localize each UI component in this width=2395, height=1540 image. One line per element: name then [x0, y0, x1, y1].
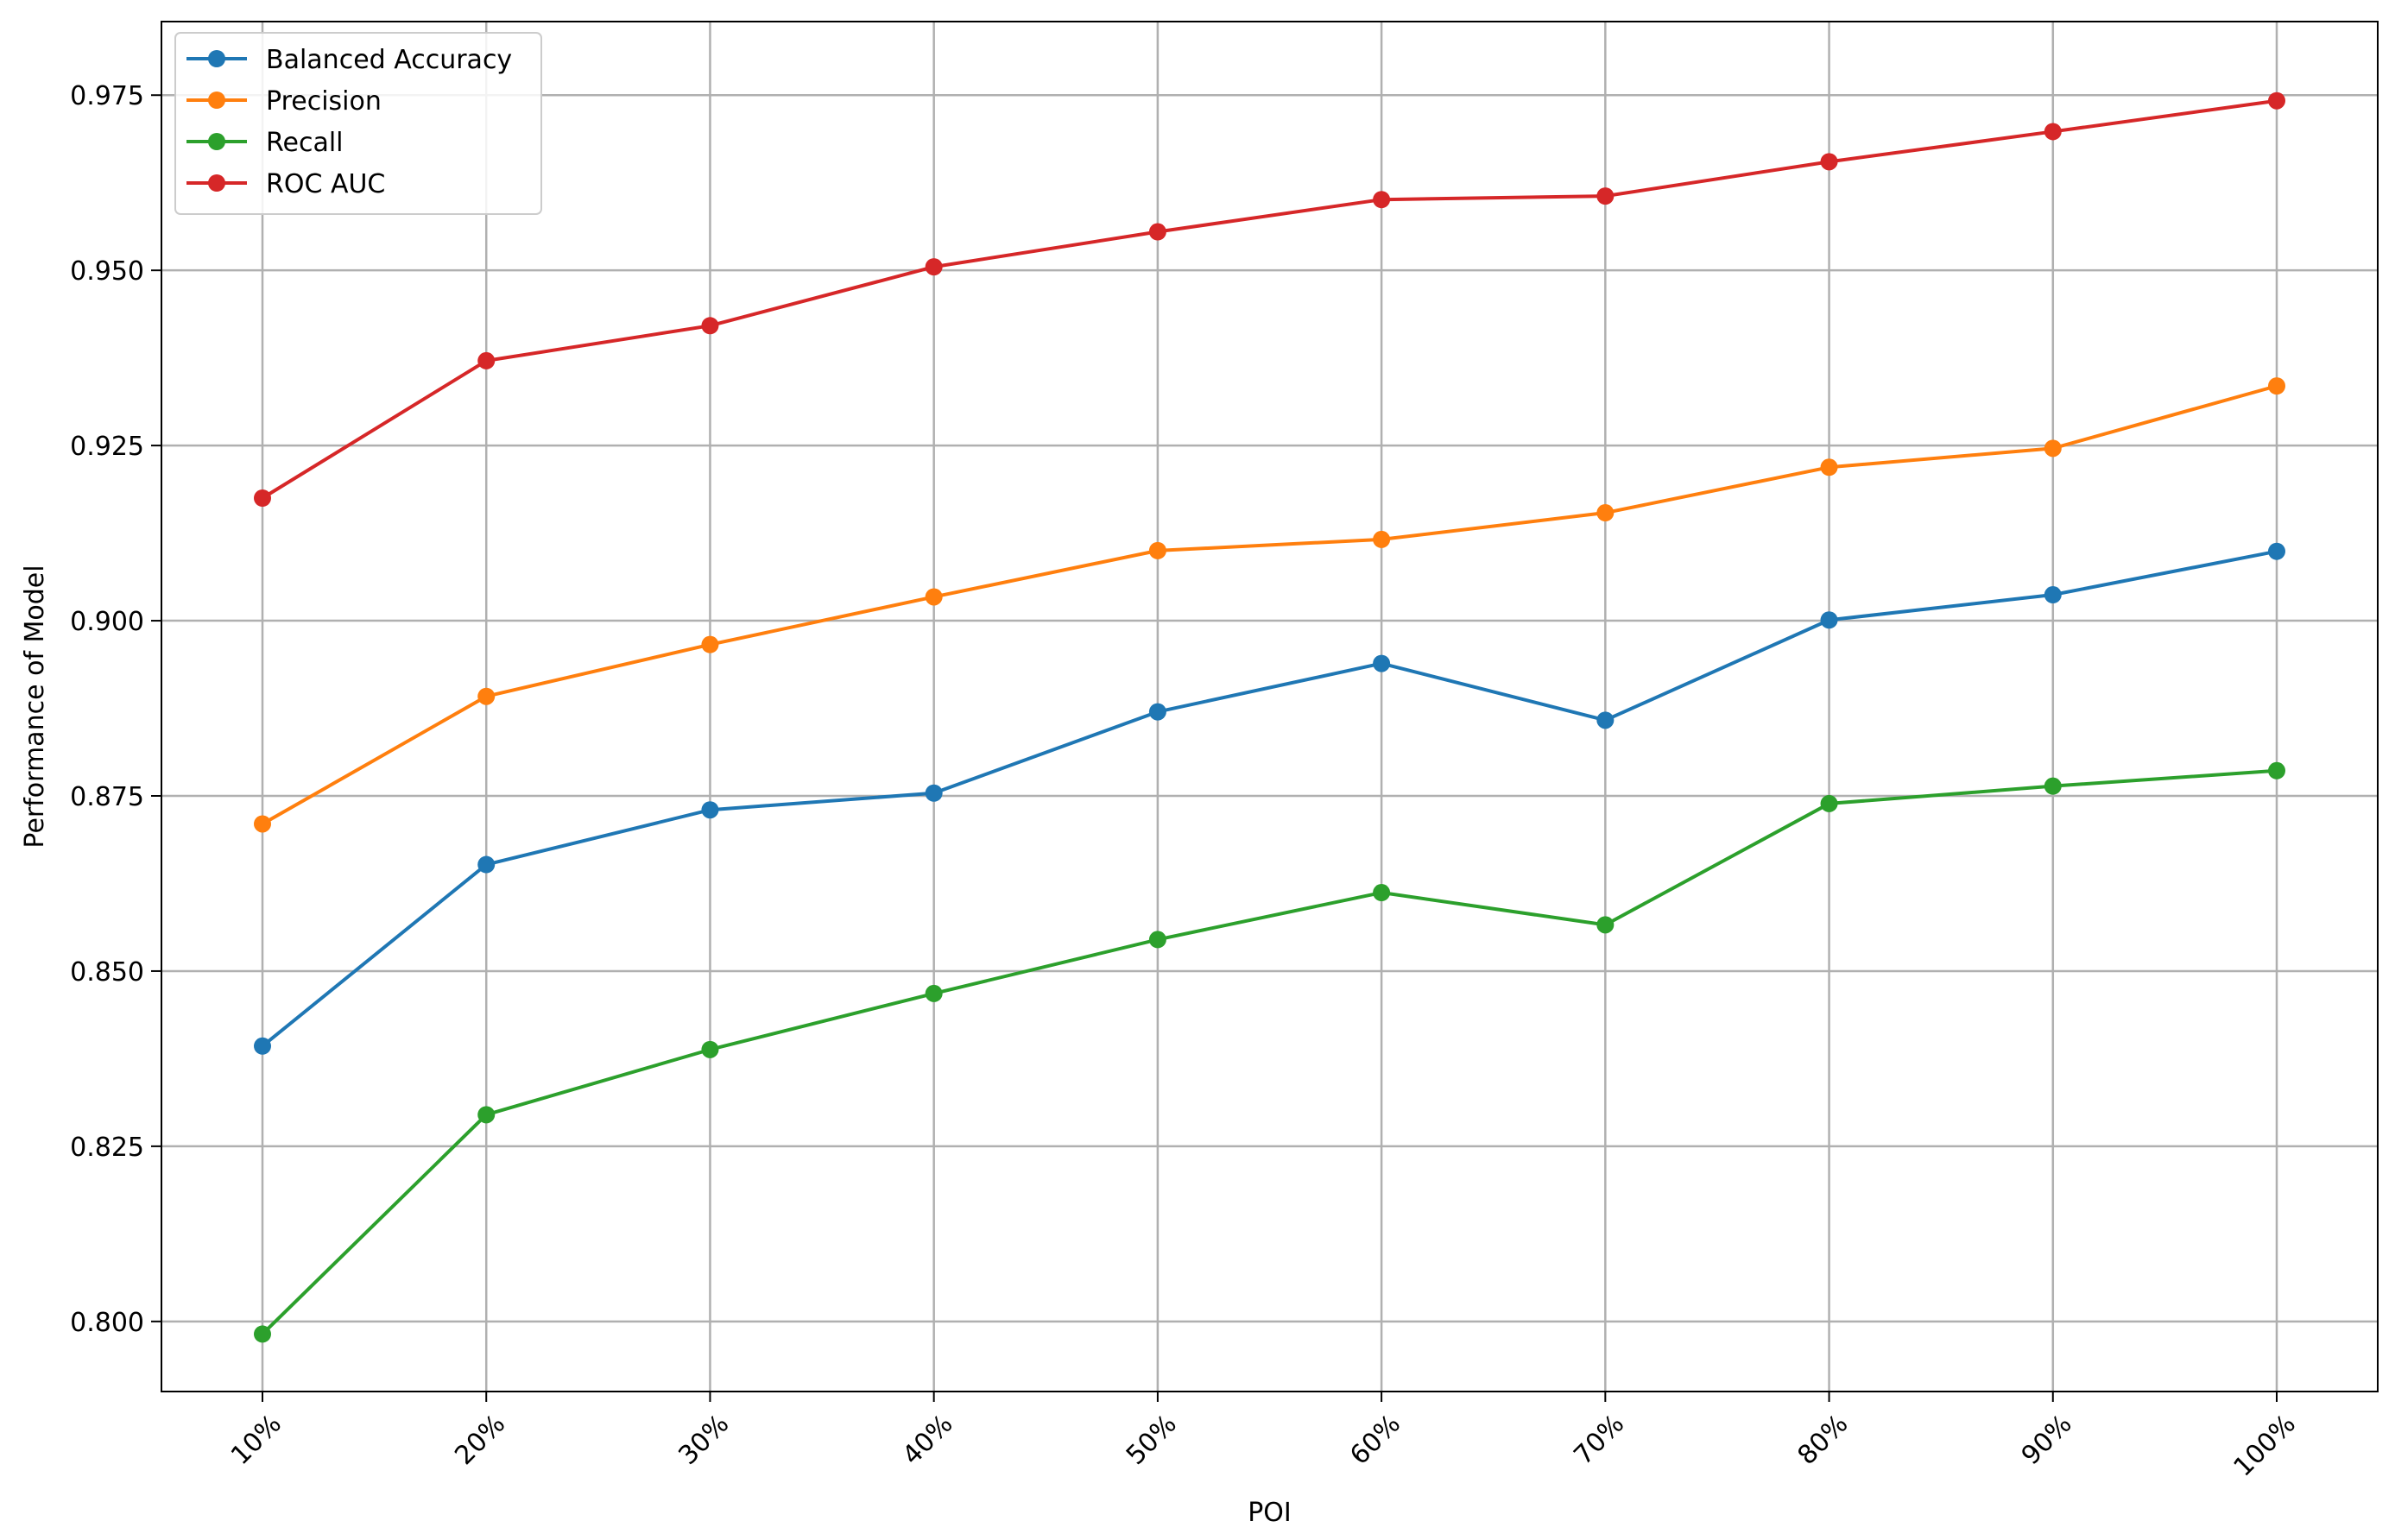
- data-point: [701, 1040, 719, 1058]
- x-tick-label: 90%: [2016, 1409, 2078, 1471]
- y-tick-label: 0.800: [70, 1308, 144, 1338]
- x-tick-label: 70%: [1568, 1409, 1630, 1471]
- y-tick-label: 0.950: [70, 256, 144, 287]
- data-point: [701, 317, 719, 335]
- data-point: [701, 635, 719, 653]
- data-point: [2268, 542, 2285, 560]
- series-precision: [254, 377, 2285, 833]
- legend-item: Precision: [186, 86, 382, 117]
- data-point: [2044, 439, 2062, 458]
- data-point: [477, 351, 496, 369]
- legend-label: Recall: [266, 128, 344, 158]
- y-tick-label: 0.925: [70, 432, 144, 462]
- x-tick-label: 30%: [673, 1409, 735, 1471]
- data-point: [1148, 541, 1166, 559]
- data-point: [477, 687, 496, 705]
- legend-item: Balanced Accuracy: [186, 45, 512, 75]
- x-tick-label: 60%: [1344, 1409, 1406, 1471]
- data-point: [1148, 931, 1166, 949]
- data-point: [254, 489, 271, 507]
- series-line: [262, 384, 2278, 826]
- data-point: [1373, 654, 1391, 672]
- data-point: [1373, 191, 1391, 209]
- series-recall: [254, 761, 2285, 1343]
- data-point: [1596, 187, 1615, 205]
- series-balanced-accuracy: [254, 542, 2285, 1055]
- data-point: [1373, 884, 1391, 902]
- series-line: [261, 768, 2278, 1335]
- data-point: [925, 258, 943, 276]
- data-point: [1596, 504, 1615, 522]
- legend-marker: [208, 50, 225, 67]
- data-point: [2268, 377, 2285, 395]
- data-point: [254, 815, 271, 833]
- data-point: [1148, 223, 1166, 241]
- y-tick-label: 0.975: [70, 81, 144, 111]
- data-point: [925, 588, 943, 606]
- legend-item: ROC AUC: [186, 169, 385, 199]
- y-axis-title: Performance of Model: [20, 565, 50, 848]
- legend-box: [174, 32, 542, 215]
- series-roc-auc: [254, 92, 2285, 507]
- data-point: [2268, 761, 2285, 779]
- data-point: [2268, 92, 2285, 110]
- data-point: [925, 784, 943, 802]
- data-point: [1148, 703, 1166, 721]
- x-tick-label: 20%: [449, 1409, 511, 1471]
- data-point: [925, 984, 943, 1002]
- data-point: [2044, 777, 2062, 795]
- data-point: [1820, 611, 1838, 629]
- data-point: [1596, 916, 1615, 934]
- legend-marker: [208, 92, 225, 109]
- data-point: [254, 1037, 271, 1055]
- data-point: [477, 855, 496, 874]
- x-tick-label: 100%: [2228, 1409, 2302, 1482]
- data-point: [1373, 530, 1391, 548]
- data-point: [254, 1325, 271, 1343]
- data-point: [1820, 458, 1838, 477]
- legend: Balanced Accuracy Precision Recall ROC AUC: [174, 32, 542, 215]
- data-point: [477, 1106, 496, 1124]
- plot-frame: [161, 21, 2379, 1392]
- series-layer: [254, 92, 2285, 1343]
- axes: 0.800 0.825 0.850 0.875 0.900 0.925 0.950 0.975…: [70, 81, 2302, 1482]
- legend-item: Recall: [186, 128, 344, 158]
- y-tick-label: 0.875: [70, 782, 144, 812]
- series-line: [261, 549, 2278, 1048]
- legend-marker: [208, 174, 225, 192]
- y-tick-label: 0.850: [70, 957, 144, 988]
- data-point: [1820, 153, 1838, 171]
- y-tick-label: 0.825: [70, 1133, 144, 1163]
- data-point: [701, 801, 719, 819]
- data-point: [2044, 586, 2062, 604]
- legend-label: Precision: [266, 86, 382, 117]
- series-line: [261, 98, 2278, 500]
- x-tick-label: 40%: [897, 1409, 959, 1471]
- legend-label: Balanced Accuracy: [266, 45, 512, 75]
- x-tick-label: 10%: [225, 1409, 288, 1471]
- y-tick-label: 0.900: [70, 607, 144, 637]
- x-tick-label: 50%: [1121, 1409, 1183, 1471]
- data-point: [2044, 123, 2062, 141]
- x-tick-label: 80%: [1792, 1409, 1855, 1471]
- legend-label: ROC AUC: [266, 169, 385, 199]
- legend-marker: [208, 133, 225, 150]
- grid: [161, 22, 2378, 1392]
- data-point: [1596, 711, 1615, 729]
- x-axis-title: POI: [1248, 1498, 1292, 1528]
- data-point: [1820, 794, 1838, 812]
